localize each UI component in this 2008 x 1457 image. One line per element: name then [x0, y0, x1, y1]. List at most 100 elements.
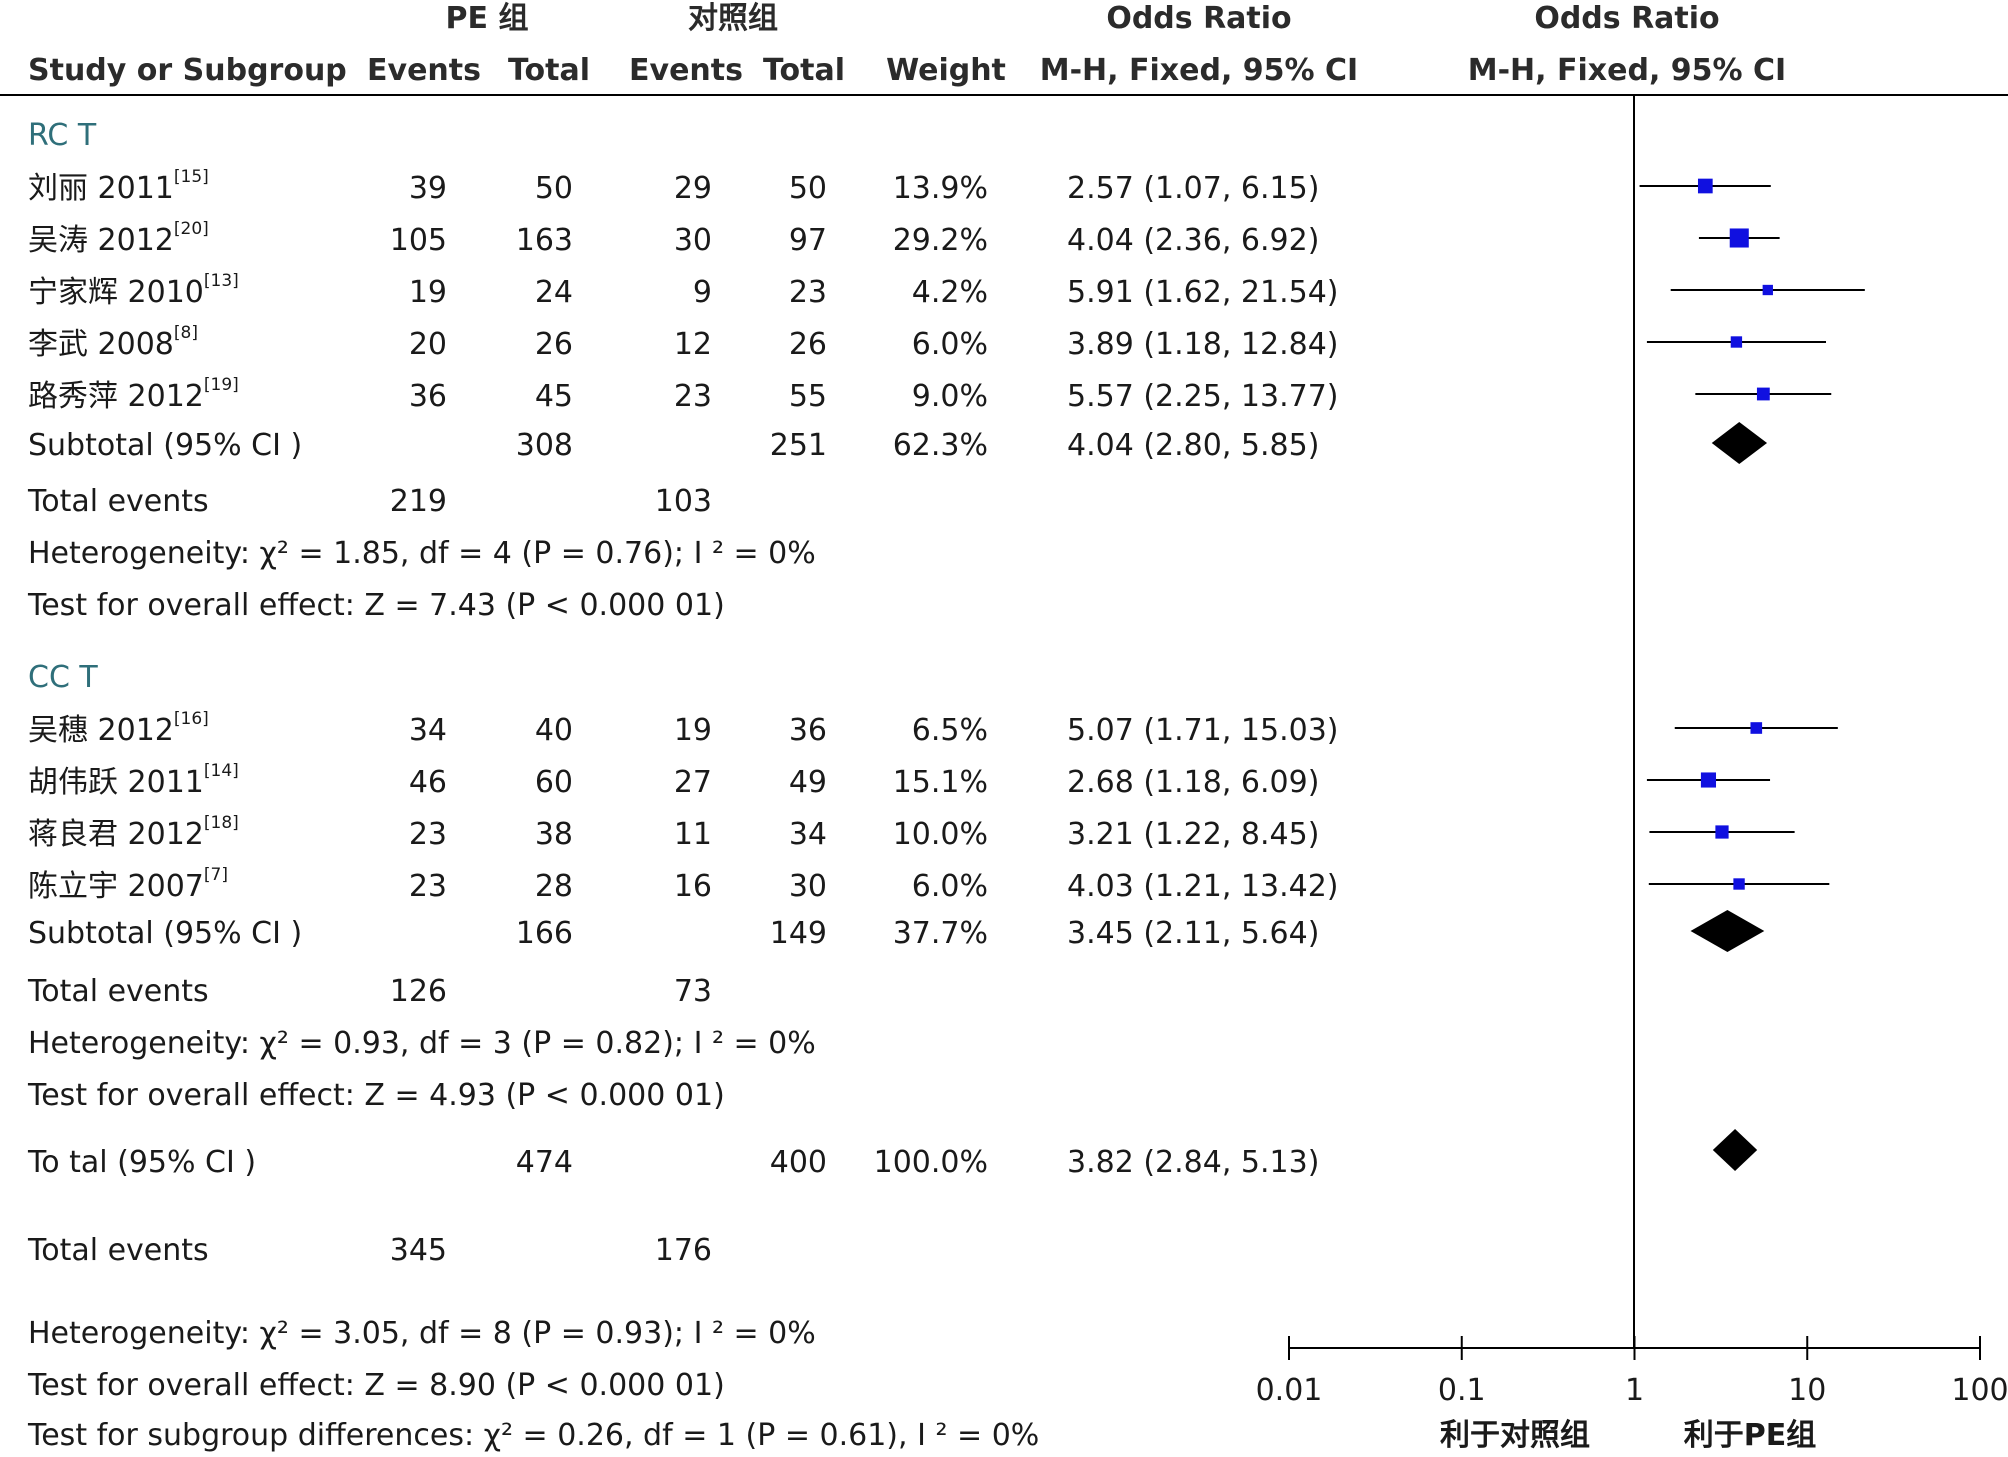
- study-row: 刘丽 2011[15] 39 50 29 50 13.9% 2.57 (1.07, 6.15…: [28, 167, 1771, 206]
- column-header-total-ctrl: Total: [763, 53, 845, 88]
- ctrl-events: 19: [674, 713, 712, 748]
- exp-events: 39: [409, 171, 447, 206]
- ctrl-events: 23: [674, 379, 712, 414]
- study-reference: [13]: [204, 271, 239, 291]
- subtotal-row-ctrl-total: 251: [770, 428, 827, 463]
- ctrl-events: 11: [674, 817, 712, 852]
- ctrl-total: 34: [789, 817, 827, 852]
- exp-events: 19: [409, 275, 447, 310]
- study-reference: [16]: [174, 709, 209, 729]
- exp-total: 28: [535, 869, 573, 904]
- exp-total: 26: [535, 327, 573, 362]
- study-reference: [8]: [174, 323, 198, 343]
- point-estimate-marker: [1756, 387, 1770, 401]
- study-weight: 9.0%: [912, 379, 988, 414]
- exp-events: 105: [390, 223, 447, 258]
- overall-effect-text: Test for overall effect: Z = 7.43 (P < 0…: [27, 588, 725, 623]
- heterogeneity-text: Heterogeneity: χ² = 0.93, df = 3 (P = 0.…: [28, 1026, 816, 1061]
- total-events-exp: 126: [390, 974, 447, 1009]
- subtotal-row-ctrl-total: 149: [770, 916, 827, 951]
- point-estimate-marker: [1697, 178, 1713, 194]
- column-header-events-ctrl: Events: [629, 53, 743, 88]
- overall-effect-text-total: Test for overall effect: Z = 8.90 (P < 0…: [27, 1368, 725, 1403]
- axis-tick-label: 0.01: [1256, 1373, 1323, 1408]
- study-weight: 6.0%: [912, 327, 988, 362]
- study-row: 吴穗 2012[16] 34 40 19 36 6.5% 5.07 (1.71, 15.03…: [28, 709, 1838, 748]
- study-row: 路秀萍 2012[19] 36 45 23 55 9.0% 5.57 (2.25, 13.7…: [28, 375, 1832, 414]
- exp-total: 60: [535, 765, 573, 800]
- subtotal-row-ci: 3.45 (2.11, 5.64): [1067, 916, 1319, 951]
- point-estimate-marker: [1700, 772, 1717, 788]
- favours-control-label: 利于对照组: [1440, 1418, 1590, 1453]
- point-estimate-marker: [1762, 284, 1773, 296]
- axis-tick-label: 10: [1788, 1373, 1826, 1408]
- study-ci: 2.68 (1.18, 6.09): [1067, 765, 1319, 800]
- study-name: 胡伟跃 2011[14]: [28, 761, 239, 800]
- exp-total: 50: [535, 171, 573, 206]
- study-name: 蒋良君 2012[18]: [28, 813, 239, 852]
- study-row: 胡伟跃 2011[14] 46 60 27 49 15.1% 2.68 (1.18, 6.0…: [28, 761, 1771, 800]
- study-reference: [7]: [204, 865, 228, 885]
- study-row: 蒋良君 2012[18] 23 38 11 34 10.0% 3.21 (1.22, 8.4…: [28, 813, 1795, 852]
- total-events-label: Total events: [27, 1233, 209, 1268]
- exp-total: 24: [535, 275, 573, 310]
- study-name: 李武 2008[8]: [28, 323, 198, 362]
- total-events-label: Total events: [27, 974, 209, 1009]
- total-events-label: Total events: [27, 484, 209, 519]
- ctrl-events: 27: [674, 765, 712, 800]
- heterogeneity-text: Heterogeneity: χ² = 1.85, df = 4 (P = 0.…: [28, 536, 816, 571]
- exp-events: 46: [409, 765, 447, 800]
- study-reference: [15]: [174, 167, 209, 187]
- plot-rows: RC T 刘丽 2011[15] 39 50 29 50 13.9% 2.57 (1.07, …: [27, 118, 1865, 1453]
- subtotal-diamond: [1690, 910, 1765, 952]
- study-name: 陈立宇 2007[7]: [28, 865, 228, 904]
- ctrl-total: 50: [789, 171, 827, 206]
- subgroup-heading: RC T: [28, 118, 97, 153]
- point-estimate-marker: [1750, 722, 1763, 734]
- subtotal-row: Subtotal (95% CI ) 166 149 37.7% 3.45 (2.11,…: [28, 916, 1319, 951]
- ctrl-total: 23: [789, 275, 827, 310]
- total-row-exp-total: 474: [516, 1145, 573, 1180]
- axis-tick-label: 1: [1625, 1373, 1644, 1408]
- exp-events: 23: [409, 869, 447, 904]
- total-events-row: Total events 219 103: [27, 484, 712, 519]
- exp-events: 23: [409, 817, 447, 852]
- point-estimate-marker: [1730, 336, 1743, 348]
- study-ci: 5.07 (1.71, 15.03): [1067, 713, 1339, 748]
- study-row: 李武 2008[8] 20 26 12 26 6.0% 3.89 (1.18, 12.84): [28, 323, 1827, 362]
- ctrl-events: 9: [693, 275, 712, 310]
- subtotal-row-weight: 62.3%: [893, 428, 988, 463]
- total-events-exp: 345: [390, 1233, 447, 1268]
- subtotal-row-exp-total: 308: [516, 428, 573, 463]
- subgroup-heading: CC T: [28, 660, 98, 695]
- study-weight: 6.0%: [912, 869, 988, 904]
- column-header-study: Study or Subgroup: [28, 53, 347, 88]
- ctrl-events: 16: [674, 869, 712, 904]
- study-ci: 4.03 (1.21, 13.42): [1067, 869, 1339, 904]
- study-name: 刘丽 2011[15]: [28, 167, 209, 206]
- ctrl-total: 30: [789, 869, 827, 904]
- ctrl-events: 30: [674, 223, 712, 258]
- ctrl-total: 49: [789, 765, 827, 800]
- study-row: 吴涛 2012[20] 105 163 30 97 29.2% 4.04 (2.36, 6.…: [28, 219, 1780, 258]
- study-weight: 13.9%: [893, 171, 988, 206]
- odds-ratio-title-right: Odds Ratio: [1534, 1, 1719, 36]
- exp-total: 38: [535, 817, 573, 852]
- study-row: 陈立宇 2007[7] 23 28 16 30 6.0% 4.03 (1.21, 13.42…: [28, 865, 1830, 904]
- heterogeneity-text-total: Heterogeneity: χ² = 3.05, df = 8 (P = 0.…: [28, 1316, 816, 1351]
- subtotal-row: Subtotal (95% CI ) 308 251 62.3% 4.04 (2.80,…: [28, 428, 1319, 463]
- study-reference: [19]: [204, 375, 239, 395]
- point-estimate-marker: [1733, 878, 1745, 890]
- study-ci: 5.91 (1.62, 21.54): [1067, 275, 1339, 310]
- ctrl-total: 97: [789, 223, 827, 258]
- study-reference: [14]: [204, 761, 239, 781]
- study-ci: 2.57 (1.07, 6.15): [1067, 171, 1319, 206]
- column-header-weight: Weight: [886, 53, 1006, 88]
- study-name: 吴涛 2012[20]: [28, 219, 209, 258]
- column-header-total-exp: Total: [508, 53, 590, 88]
- group-label-experimental: PE 组: [446, 1, 529, 36]
- study-reference: [20]: [174, 219, 209, 239]
- group-label-control: 对照组: [688, 1, 778, 36]
- ctrl-total: 55: [789, 379, 827, 414]
